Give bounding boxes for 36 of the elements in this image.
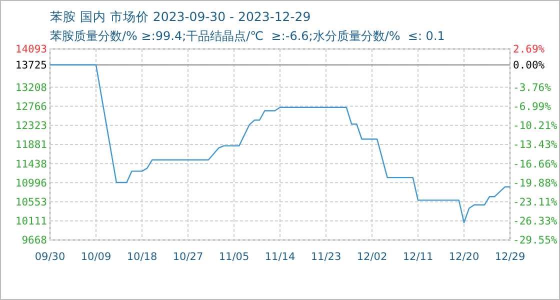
x-tick-label: 10/09 xyxy=(80,251,112,263)
x-tick-label: 12/20 xyxy=(448,251,480,263)
y2-tick-label: -13.43% xyxy=(513,139,558,152)
y2-tick-label: 2.69% xyxy=(513,44,546,56)
y2-tick-label: -10.21% xyxy=(513,120,558,132)
x-tick-label: 10/18 xyxy=(126,251,158,263)
x-tick-label: 12/29 xyxy=(494,251,526,263)
x-tick-label: 12/11 xyxy=(402,251,434,263)
y2-tick-label: -26.33% xyxy=(513,216,558,228)
y-tick-label: 10996 xyxy=(15,177,47,190)
y-tick-label: 12766 xyxy=(15,100,47,113)
y2-tick-label: -23.11% xyxy=(513,196,558,209)
y-tick-label: 10553 xyxy=(15,196,47,208)
y-tick-label: 9668 xyxy=(22,234,47,247)
x-tick-label: 11/23 xyxy=(310,251,342,263)
y-tick-label: 13725 xyxy=(15,60,47,72)
x-tick-label: 09/30 xyxy=(34,251,66,263)
chart-title: 苯胺 国内 市场价 2023-09-30 - 2023-12-29 xyxy=(50,9,311,24)
y2-tick-label: -3.76% xyxy=(513,82,552,94)
y-tick-label: 13208 xyxy=(15,82,47,94)
y-tick-label: 14093 xyxy=(15,44,47,56)
y-tick-label: 11881 xyxy=(15,139,47,152)
y-tick-label: 11438 xyxy=(15,158,47,170)
x-tick-label: 11/14 xyxy=(264,251,296,263)
y2-tick-label: -16.66% xyxy=(513,158,558,170)
chart-subtitle: 苯胺质量分数/% ≥:99.4;干品结晶点/℃ ≥:-6.6;水分质量分数/% ≤: 0.1 xyxy=(50,29,445,43)
x-tick-label: 10/27 xyxy=(172,251,204,263)
y-tick-label: 10111 xyxy=(15,216,47,228)
line-series xyxy=(49,64,511,224)
y2-tick-label: -19.88% xyxy=(513,177,558,190)
x-tick-label: 12/02 xyxy=(356,251,388,263)
y-tick-label: 12323 xyxy=(15,120,47,132)
y2-tick-label: -29.55% xyxy=(513,234,558,247)
y2-tick-label: 0.00% xyxy=(513,60,546,72)
x-tick-label: 11/05 xyxy=(218,251,250,263)
y2-tick-label: -6.99% xyxy=(513,101,552,114)
